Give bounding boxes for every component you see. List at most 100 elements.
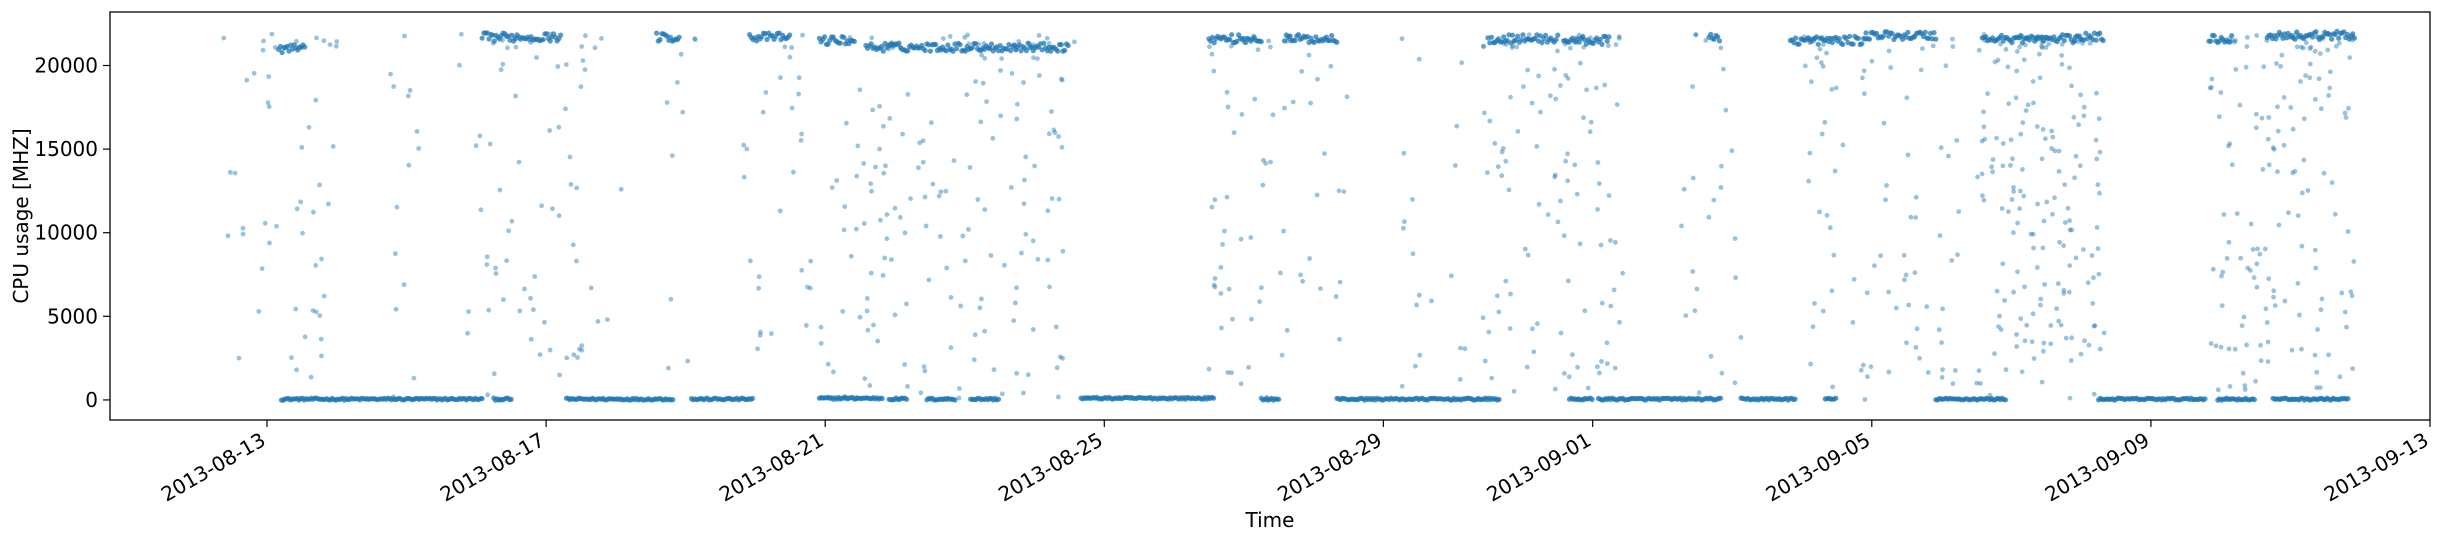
data-point [497, 187, 503, 193]
data-point [930, 181, 936, 187]
data-point [1922, 29, 1928, 35]
data-point [1889, 30, 1895, 37]
data-point [1287, 33, 1293, 39]
data-point [2069, 227, 2075, 233]
data-point [563, 62, 569, 67]
data-point [393, 306, 399, 312]
data-point [1507, 326, 1513, 331]
data-point [1049, 196, 1055, 201]
data-point [2265, 339, 2271, 345]
data-point [259, 266, 265, 271]
data-point [1229, 43, 1234, 49]
data-point [2055, 281, 2061, 286]
data-point [1810, 324, 1816, 330]
data-point [1796, 41, 1802, 47]
data-point [2035, 201, 2040, 207]
data-point [2276, 222, 2282, 228]
data-point [2073, 255, 2079, 261]
data-point [513, 44, 519, 50]
data-point [1318, 286, 1323, 291]
data-point [2271, 146, 2277, 152]
data-point [2041, 348, 2046, 354]
data-point [2097, 149, 2103, 155]
data-point [2031, 100, 2036, 106]
data-point [2043, 136, 2048, 142]
data-point [1225, 104, 1231, 110]
data-point [2031, 356, 2037, 361]
data-point [2336, 40, 2342, 46]
data-point [1242, 39, 1247, 45]
data-point [2229, 33, 2235, 39]
data-point [2297, 312, 2302, 318]
data-point [605, 317, 610, 322]
data-point [1499, 149, 1505, 155]
data-point [2321, 170, 2327, 176]
data-point [920, 159, 926, 165]
data-point [1886, 48, 1892, 54]
data-point [1531, 349, 1537, 355]
data-point [2218, 90, 2224, 95]
data-point [1059, 144, 1065, 150]
data-point [1023, 154, 1029, 160]
data-point [1715, 34, 1721, 40]
data-point [1579, 35, 1585, 41]
data-point [2326, 352, 2332, 358]
data-point [1565, 151, 1570, 157]
data-point [2351, 259, 2357, 264]
data-point [466, 309, 471, 314]
data-point [2009, 40, 2015, 46]
data-point [1492, 141, 1498, 146]
data-point [2309, 34, 2316, 40]
data-point [889, 257, 894, 262]
data-point [829, 185, 835, 191]
data-point [1059, 76, 1064, 82]
data-point [1558, 330, 1564, 336]
data-point [1829, 87, 1835, 92]
data-point [956, 395, 962, 401]
data-point [933, 41, 939, 48]
data-point [1593, 85, 1599, 91]
data-point [1013, 46, 1018, 52]
x-axis-ticks: 2013-08-13 2013-08-17 2013-08-21 2013-08-25… [157, 420, 2433, 506]
data-point [2030, 311, 2036, 317]
data-point [1606, 193, 1612, 199]
data-point [531, 307, 536, 313]
data-point [2006, 209, 2011, 215]
data-point [508, 396, 514, 402]
data-point [2253, 125, 2259, 131]
data-point [2351, 35, 2357, 41]
data-point [1598, 242, 1604, 248]
data-point [1820, 308, 1826, 314]
data-point [1482, 358, 1488, 364]
data-point [500, 37, 505, 43]
data-point [1824, 50, 1829, 56]
data-point [962, 35, 968, 40]
data-point [1981, 124, 1987, 130]
data-point [310, 308, 316, 313]
data-point [1904, 95, 1910, 101]
data-point [1341, 189, 1347, 195]
data-point [2039, 40, 2045, 46]
data-point [2346, 105, 2351, 111]
data-point [1979, 171, 1985, 177]
data-point [973, 41, 979, 47]
data-point [2350, 33, 2356, 39]
data-point [1992, 59, 1998, 65]
data-point [905, 92, 911, 97]
data-point [2282, 298, 2288, 304]
data-point [2037, 51, 2042, 57]
data-point [1693, 32, 1699, 38]
data-point [1975, 174, 1980, 180]
data-point [947, 34, 953, 39]
data-point [2059, 53, 2065, 58]
data-point [1429, 298, 1434, 304]
data-point [1021, 80, 1026, 85]
data-point [922, 48, 928, 54]
data-point [1508, 94, 1513, 100]
data-point [542, 319, 547, 325]
data-point [1209, 51, 1215, 57]
data-point [1057, 354, 1063, 360]
data-point [2078, 33, 2083, 39]
data-point [2095, 246, 2101, 252]
data-point [869, 188, 874, 194]
